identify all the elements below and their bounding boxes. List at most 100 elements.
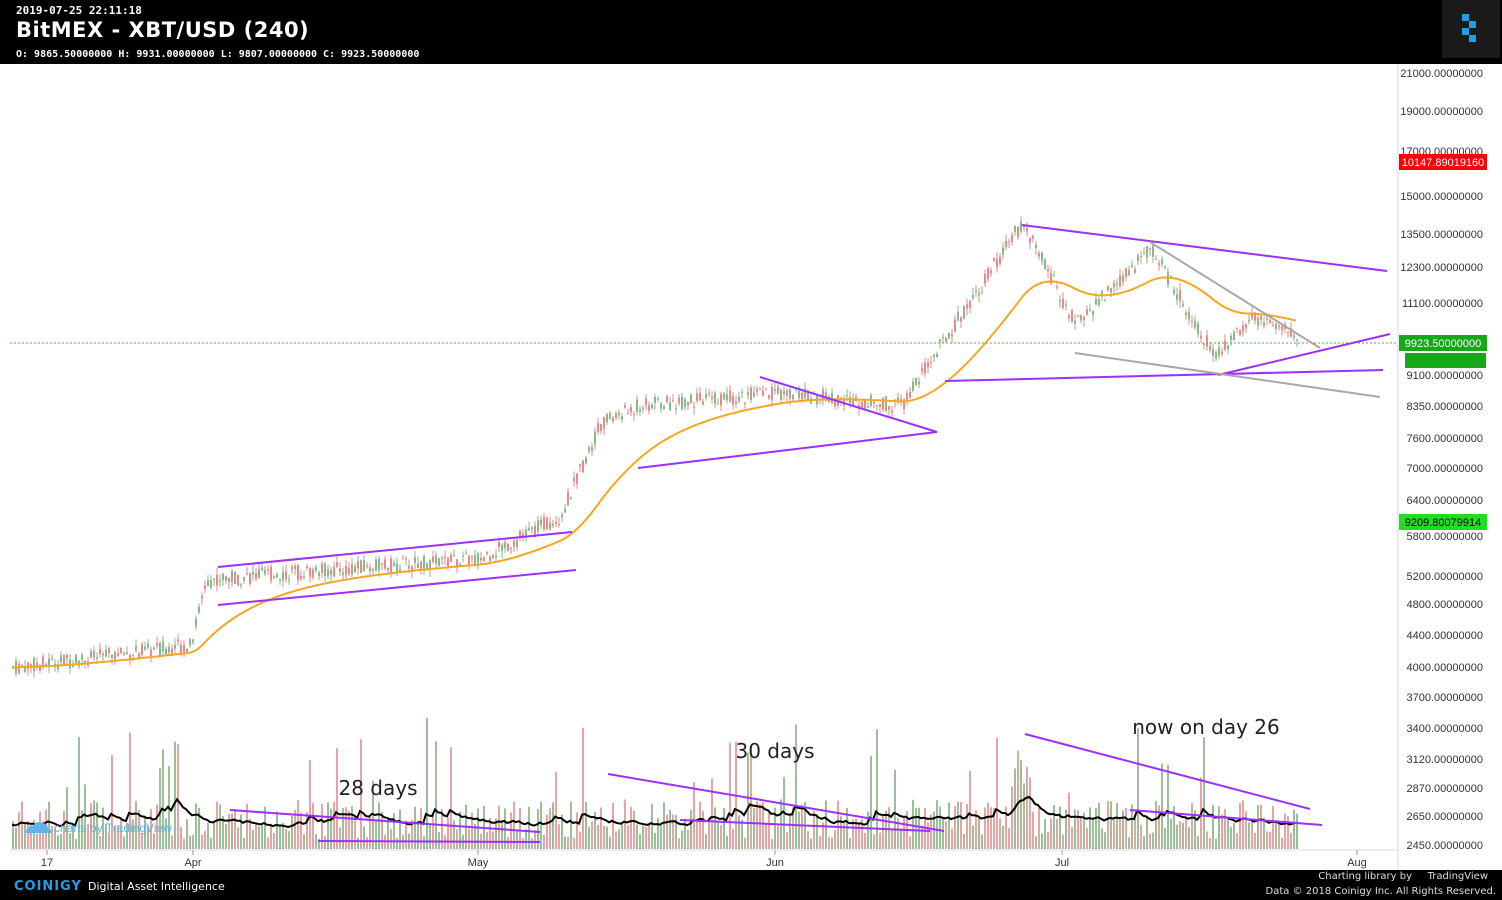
- volume-bar: [1041, 833, 1043, 849]
- candle: [771, 386, 773, 400]
- candle: [513, 540, 515, 547]
- volume-bar: [1077, 810, 1079, 849]
- candle: [246, 573, 248, 575]
- volume-bar: [333, 801, 335, 849]
- candle: [486, 551, 488, 554]
- candle: [936, 353, 938, 358]
- volume-bar: [729, 742, 731, 849]
- candle: [654, 396, 656, 403]
- volume-bar: [363, 826, 365, 849]
- chart-header: 2019-07-25 22:11:18 BitMEX - XBT/USD (24…: [0, 0, 1502, 64]
- candle: [60, 655, 62, 663]
- y-tick-label: 9100.00000000: [1407, 370, 1483, 382]
- tradingview-link[interactable]: TradingView: [1427, 871, 1488, 882]
- volume-bar: [681, 830, 683, 849]
- candle: [1026, 228, 1028, 232]
- volume-bar: [945, 821, 947, 849]
- volume-bar: [1263, 817, 1265, 849]
- candle: [354, 566, 356, 573]
- price-label-box: [1399, 154, 1487, 170]
- volume-bar: [810, 838, 812, 849]
- candle: [306, 566, 308, 568]
- volume-bar: [81, 810, 83, 849]
- candle: [756, 388, 758, 392]
- coinigy-logo-icon[interactable]: [1442, 0, 1500, 58]
- volume-bar: [1284, 813, 1286, 849]
- candle: [474, 555, 476, 566]
- candle: [1206, 335, 1208, 347]
- volume-bar: [198, 807, 200, 849]
- candle: [390, 558, 392, 574]
- volume-bar: [603, 825, 605, 849]
- volume-bar: [1089, 807, 1091, 849]
- volume-bar: [753, 808, 755, 849]
- candle: [624, 404, 626, 408]
- trendline: [229, 809, 541, 833]
- price-label: 9209.80079914: [1405, 517, 1481, 529]
- candle: [552, 523, 554, 526]
- volume-bar: [1080, 815, 1082, 849]
- volume-bar: [831, 837, 833, 849]
- volume-bar: [1140, 824, 1142, 849]
- volume-bar: [90, 803, 92, 849]
- candle: [156, 643, 158, 646]
- volume-bar: [864, 832, 866, 849]
- candle: [183, 644, 185, 653]
- volume-bar: [450, 747, 452, 849]
- candle: [681, 396, 683, 410]
- timestamp: 2019-07-25 22:11:18: [16, 4, 142, 17]
- y-tick-label: 8350.00000000: [1407, 401, 1483, 413]
- volume-bar: [939, 806, 941, 849]
- candle: [690, 394, 692, 404]
- volume-bar: [174, 741, 176, 849]
- candle: [489, 556, 491, 562]
- volume-bar: [321, 804, 323, 849]
- candle: [606, 413, 608, 423]
- price-label-box: [1399, 335, 1487, 351]
- candle: [1071, 310, 1073, 322]
- tradingview-watermark[interactable]: charts by TradingView: [26, 821, 172, 835]
- candle: [1134, 269, 1136, 273]
- volume-bar: [339, 827, 341, 849]
- volume-bar: [1056, 819, 1058, 849]
- candle: [846, 394, 848, 396]
- candle: [393, 562, 395, 566]
- candle: [375, 559, 377, 571]
- volume-bar: [693, 781, 695, 849]
- volume-bar: [390, 829, 392, 849]
- candle: [630, 407, 632, 413]
- volume-bar: [309, 760, 311, 849]
- candle: [972, 294, 974, 299]
- volume-bar: [789, 813, 791, 849]
- volume-bar: [1065, 809, 1067, 849]
- candle: [867, 406, 869, 408]
- volume-bar: [855, 818, 857, 849]
- candle: [1143, 252, 1145, 254]
- candle: [738, 396, 740, 402]
- candle: [693, 407, 695, 409]
- coinigy-brand[interactable]: COINIGY: [14, 879, 82, 894]
- volume-bar: [1083, 812, 1085, 849]
- candle: [174, 644, 176, 649]
- candle: [651, 404, 653, 409]
- volume-bar: [264, 806, 266, 849]
- candle: [333, 566, 335, 577]
- candle: [1230, 335, 1232, 341]
- volume-bar: [357, 837, 359, 849]
- candle: [81, 655, 83, 660]
- copyright-text: Data © 2018 Coinigy Inc. All Rights Rese…: [1265, 886, 1496, 897]
- volume-bar: [216, 801, 218, 849]
- volume-bar: [63, 810, 65, 849]
- candle: [792, 394, 794, 400]
- volume-bar: [756, 801, 758, 849]
- candle: [297, 564, 299, 581]
- price-label: 9923.50000000: [1405, 338, 1481, 350]
- candle: [741, 391, 743, 393]
- volume-bar: [849, 837, 851, 849]
- volume-bar: [159, 768, 161, 849]
- candle: [90, 651, 92, 658]
- candle: [219, 580, 221, 582]
- candle: [1017, 227, 1019, 238]
- price-chart[interactable]: 21000.0000000019000.0000000017000.000000…: [0, 64, 1502, 870]
- x-tick-label: May: [468, 857, 489, 869]
